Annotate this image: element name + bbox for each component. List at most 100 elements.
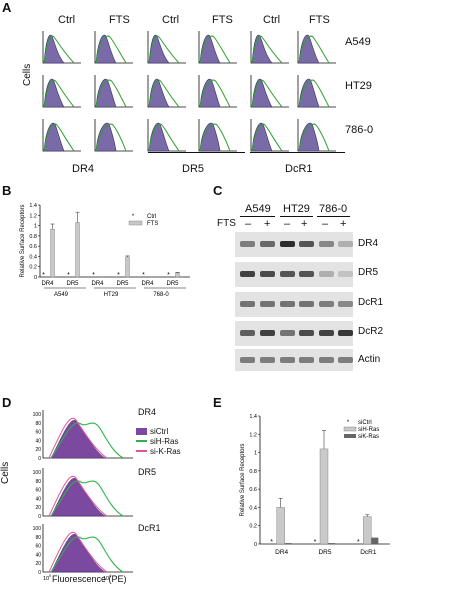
- histogram-fill: [199, 34, 221, 64]
- blot-band: [260, 241, 275, 247]
- y-tick-label: 0: [38, 570, 41, 576]
- legend-label: siK-Ras: [358, 434, 379, 440]
- histogram-axis: [250, 75, 289, 108]
- flow-histogram: [42, 31, 81, 64]
- blot-band: [280, 271, 295, 277]
- flow-histogram: [250, 75, 289, 108]
- x-tick-label: DR5: [66, 281, 79, 287]
- y-tick-label: 60: [35, 488, 41, 494]
- bar-fts: [150, 276, 155, 278]
- group-label: HT29: [104, 292, 119, 298]
- y-tick-label: 80: [35, 535, 41, 541]
- bar-fts: [100, 276, 105, 278]
- blot-band: [299, 330, 314, 336]
- y-tick-label: 0.6: [249, 487, 257, 493]
- blot-band: [319, 241, 334, 247]
- legend-label: FTS: [147, 221, 158, 227]
- flow-histogram: [94, 31, 133, 64]
- histogram-sictrl: [50, 534, 106, 573]
- panel-a-col-header: Ctrl: [58, 14, 76, 26]
- panel-c-band-layer: [240, 241, 353, 363]
- blot-band: [299, 241, 314, 247]
- histogram-line: [43, 79, 75, 108]
- sictrl-marker: *: [357, 539, 360, 546]
- histogram-line: [95, 35, 127, 64]
- blot-band: [319, 301, 334, 307]
- blot-band: [260, 330, 275, 336]
- y-tick-label: 0.8: [249, 469, 257, 475]
- bar-fts: [175, 272, 180, 278]
- histogram-line: [43, 35, 75, 64]
- panel-a-group-label: DcR1: [285, 163, 313, 175]
- legend-swatch-sictrl: [136, 427, 147, 435]
- panel-a-letter: A: [2, 0, 12, 15]
- blot-band: [240, 357, 255, 363]
- flow-histogram: [94, 119, 133, 152]
- histogram-sik-ras: [48, 531, 108, 573]
- sictrl-marker: *: [270, 539, 273, 546]
- bar-sik-ras: [284, 543, 292, 544]
- histogram-sictrl: [50, 478, 106, 517]
- y-tick-label: 1.4: [249, 414, 257, 420]
- legend-swatch-sih-ras: [136, 440, 147, 442]
- panel-c-cell-line: 786-0: [319, 203, 348, 215]
- panel-a-row-label: A549: [345, 36, 371, 48]
- y-tick-label: 20: [35, 561, 41, 567]
- panel-a-row-label: HT29: [345, 80, 372, 92]
- legend-label: siCtrl: [150, 426, 169, 436]
- panel-a-col-header: FTS: [309, 14, 330, 26]
- panel-a-row-label: 786-0: [345, 124, 374, 136]
- legend-label: siCtrl: [358, 420, 372, 426]
- histogram-axis: [42, 31, 81, 64]
- blot-band: [280, 357, 295, 363]
- panel-d-y-label: Cells: [0, 461, 11, 484]
- y-tick-label: 0: [254, 542, 257, 548]
- group-label: 768-0: [153, 292, 169, 298]
- flow-histogram: [198, 119, 237, 152]
- blot-band: [319, 357, 334, 363]
- histogram-fill: [251, 34, 273, 64]
- blot-label: DcR1: [358, 297, 384, 308]
- panel-c-treatment-mark: +: [340, 218, 347, 230]
- blot-band: [299, 271, 314, 277]
- blot-band: [338, 241, 353, 247]
- histogram-axis: [42, 119, 81, 152]
- x-tick-label: 10: [43, 576, 49, 582]
- group-label: A549: [54, 292, 69, 298]
- histogram-axis: [94, 119, 133, 152]
- panel-d-x-label: Fluorescence (PE): [52, 574, 127, 584]
- bar-fts: [75, 222, 80, 278]
- panel-a-group-label: DR4: [72, 163, 95, 175]
- panel-d-letter: D: [2, 395, 12, 410]
- legend-label: si-K-Ras: [150, 446, 181, 456]
- blot-band: [240, 271, 255, 277]
- histogram-line: [199, 123, 231, 152]
- y-tick-label: 1: [34, 224, 37, 230]
- y-tick-label: 40: [35, 552, 41, 558]
- histogram-line: [251, 35, 283, 64]
- y-tick-label: 0.8: [29, 234, 37, 240]
- x-tick-label: DR4: [41, 281, 54, 287]
- x-tick-label: DR5: [166, 281, 179, 287]
- histogram-sih-ras: [50, 536, 124, 573]
- histogram-axis: [198, 31, 237, 64]
- bar-fts: [50, 228, 55, 278]
- y-tick-label: 1.2: [249, 432, 257, 438]
- histogram-axis: [297, 75, 336, 108]
- flow-histogram: [147, 119, 186, 152]
- flow-histogram: [198, 31, 237, 64]
- y-tick-label: 40: [35, 438, 41, 444]
- panel-c-treatment-mark: +: [264, 218, 271, 230]
- y-tick-label: 100: [33, 412, 42, 418]
- y-tick-label: 0.4: [29, 254, 37, 260]
- panel-c-treatment-mark: –: [322, 218, 329, 230]
- y-tick-label: 0.2: [249, 524, 257, 530]
- panel-a-col-header: Ctrl: [162, 14, 180, 26]
- bar-sih-ras: [363, 516, 372, 545]
- histogram-fill: [148, 34, 170, 64]
- histogram-line: [95, 79, 127, 108]
- legend-label: siH-Ras: [358, 427, 379, 433]
- blot-label: DcR2: [358, 326, 384, 337]
- histogram-axis: [198, 119, 237, 152]
- histogram-axis: [250, 31, 289, 64]
